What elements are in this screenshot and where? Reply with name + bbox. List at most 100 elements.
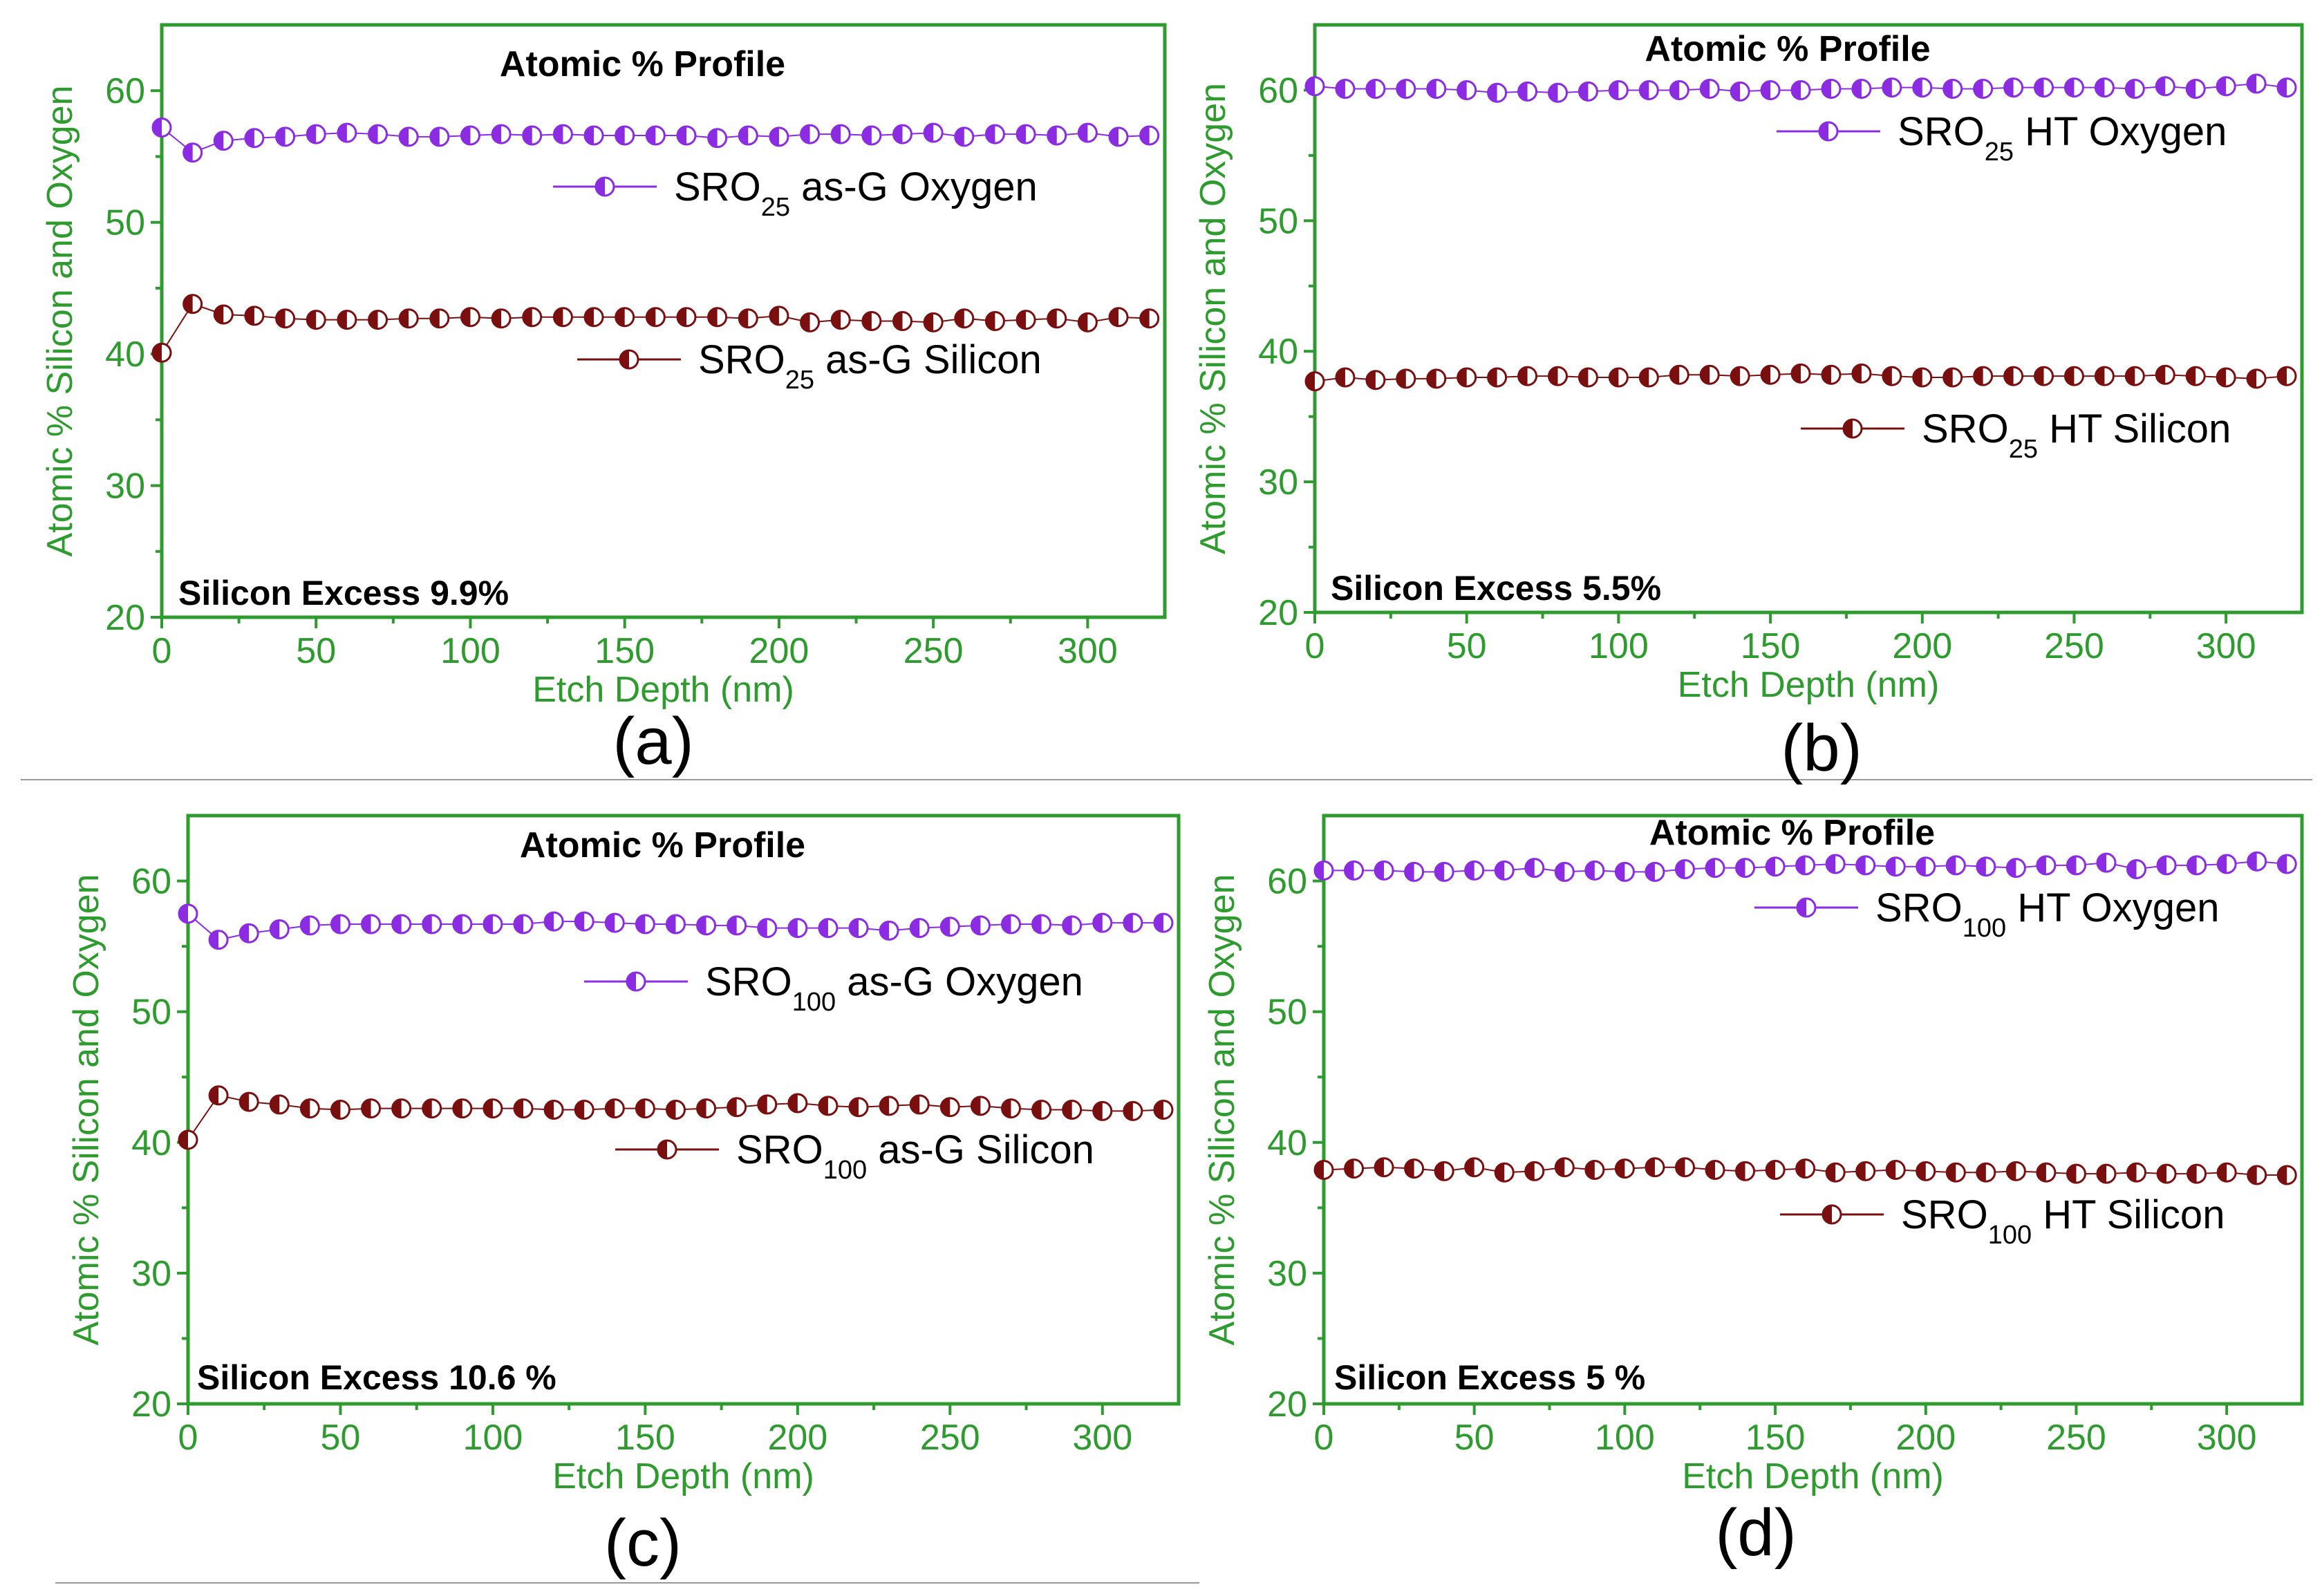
data-point-fill	[270, 1095, 280, 1114]
data-point-fill	[893, 125, 903, 144]
panel-label: (b)	[1781, 711, 1862, 785]
data-point-fill	[1585, 861, 1595, 880]
data-point-fill	[2007, 1162, 2016, 1181]
data-point-fill	[1882, 367, 1892, 386]
data-point-fill	[1002, 914, 1011, 933]
chart-title: Atomic % Profile	[500, 44, 785, 84]
data-point-fill	[941, 917, 951, 936]
data-point-fill	[758, 1095, 767, 1114]
data-point-fill	[1701, 79, 1710, 98]
data-point-fill	[1047, 126, 1057, 144]
data-point-fill	[1427, 79, 1436, 98]
data-point-fill	[1822, 79, 1831, 98]
y-tick-label: 60	[1267, 862, 1307, 902]
data-point-fill	[270, 920, 280, 939]
data-point-fill	[1943, 79, 1953, 98]
legend-entry: SRO25 HT Oxygen	[1777, 109, 2227, 167]
x-tick-label: 100	[440, 631, 500, 671]
data-point-fill	[1579, 82, 1589, 101]
series-sro100-ht-oxygen	[1313, 851, 2297, 882]
data-point-fill	[276, 309, 285, 328]
data-point-fill	[924, 313, 934, 332]
data-point-fill	[1852, 364, 1862, 383]
chart-title: Atomic % Profile	[1645, 29, 1930, 69]
data-point-fill	[1396, 79, 1406, 98]
y-tick-label: 40	[1258, 332, 1298, 372]
data-point-fill	[2067, 1165, 2077, 1183]
data-point-fill	[183, 143, 193, 162]
x-tick-label: 250	[2046, 1418, 2106, 1458]
data-point-fill	[240, 1093, 250, 1111]
data-point-fill	[1154, 1100, 1163, 1119]
x-tick-label: 200	[1895, 1418, 1956, 1458]
data-point-fill	[1766, 857, 1776, 876]
data-point-fill	[910, 919, 920, 937]
legend-marker-fill	[658, 1140, 667, 1158]
data-point-fill	[2007, 858, 2016, 877]
data-point-fill	[2037, 1163, 2046, 1182]
data-point-fill	[422, 1099, 432, 1118]
x-tick-label: 0	[178, 1418, 198, 1458]
plot-frame	[1313, 23, 2304, 614]
data-point-fill	[514, 1099, 524, 1118]
data-point-fill	[1465, 1158, 1474, 1176]
data-point-fill	[2247, 75, 2257, 93]
data-point-fill	[727, 1098, 737, 1116]
data-point-fill	[1345, 1159, 1354, 1178]
x-tick-label: 150	[1745, 1418, 1806, 1458]
data-point-fill	[245, 129, 254, 147]
data-point-fill	[955, 127, 964, 146]
chart-panel-1: 0 50 100 150 200 250 300 20 30 40 50 60 Etch Depth (…	[40, 23, 1167, 778]
data-point-fill	[153, 344, 162, 362]
data-point-fill	[1555, 863, 1565, 881]
data-point-fill	[1731, 82, 1741, 101]
data-point-fill	[1792, 81, 1801, 100]
data-point-fill	[677, 308, 686, 326]
data-point-fill	[1579, 368, 1589, 386]
data-point-fill	[1792, 364, 1801, 383]
data-point-fill	[788, 919, 798, 937]
data-point-fill	[337, 310, 347, 329]
data-point-fill	[179, 904, 188, 923]
y-tick-label: 60	[131, 862, 171, 902]
data-point-fill	[492, 309, 502, 328]
data-point-fill	[697, 1099, 706, 1118]
data-point-fill	[400, 309, 409, 328]
data-point-fill	[2126, 79, 2135, 98]
data-point-fill	[400, 127, 409, 146]
data-point-fill	[2218, 1163, 2227, 1182]
data-point-fill	[240, 924, 250, 943]
data-point-fill	[1488, 368, 1497, 386]
data-point-fill	[245, 306, 254, 325]
data-point-fill	[2187, 79, 2196, 98]
legend-label: SRO25 as-G Oxygen	[674, 165, 1038, 222]
data-point-fill	[606, 914, 615, 932]
data-point-fill	[1796, 1159, 1806, 1178]
data-point-fill	[2278, 367, 2287, 386]
data-point-fill	[893, 312, 903, 330]
data-point-fill	[422, 914, 432, 933]
data-point-fill	[739, 309, 749, 328]
data-point-fill	[523, 126, 532, 144]
data-point-fill	[832, 125, 841, 144]
data-point-fill	[514, 914, 524, 933]
data-point-fill	[337, 124, 347, 142]
data-point-fill	[1495, 1163, 1505, 1182]
data-point-fill	[850, 919, 859, 937]
data-point-fill	[1761, 81, 1771, 100]
data-point-fill	[368, 310, 378, 329]
data-point-fill	[1047, 309, 1057, 328]
data-point-fill	[1405, 1159, 1414, 1178]
plot-frame	[1322, 814, 2304, 1406]
data-point-fill	[2097, 854, 2106, 872]
data-point-fill	[1405, 863, 1414, 881]
data-point-fill	[214, 131, 224, 150]
x-tick-label: 200	[1892, 626, 1952, 666]
data-point-fill	[545, 912, 554, 931]
data-point-fill	[2247, 852, 2257, 871]
data-point-fill	[1947, 856, 1956, 874]
data-point-fill	[392, 1099, 402, 1118]
data-point-fill	[179, 1130, 188, 1149]
data-point-fill	[2127, 1163, 2137, 1182]
